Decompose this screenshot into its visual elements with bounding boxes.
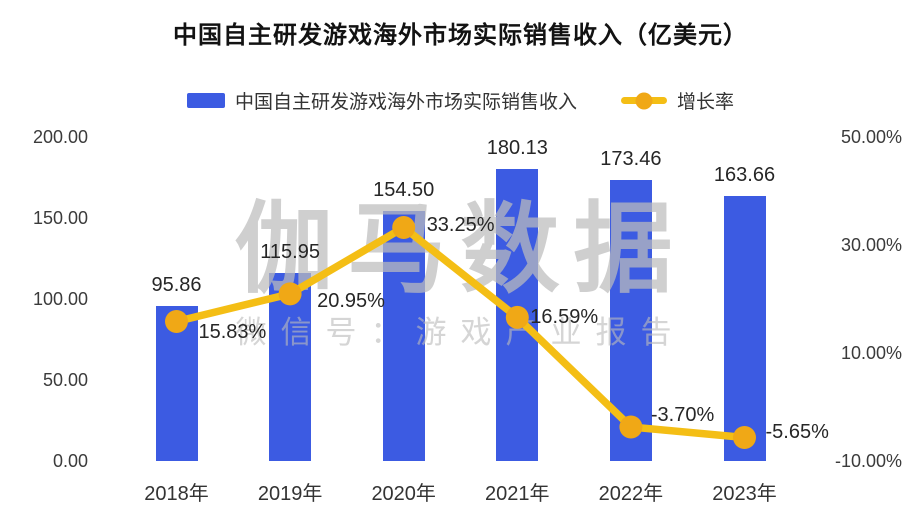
legend-revenue-label: 中国自主研发游戏海外市场实际销售收入 bbox=[234, 92, 577, 113]
bar-value-label: 173.46 bbox=[600, 147, 662, 170]
revenue-bar bbox=[723, 195, 766, 461]
revenue-bar bbox=[382, 210, 425, 461]
x-axis-label: 2021年 bbox=[485, 483, 550, 505]
bar-value-label: 163.66 bbox=[713, 163, 776, 186]
right-axis-tick: 30.00% bbox=[840, 235, 902, 255]
revenue-bar bbox=[155, 305, 198, 461]
growth-value-label: -3.70% bbox=[650, 403, 715, 426]
x-axis-label: 2019年 bbox=[257, 483, 323, 505]
growth-value-label: -5.65% bbox=[765, 420, 829, 443]
left-axis-tick: 0.00 bbox=[52, 451, 88, 471]
revenue-bar bbox=[609, 179, 652, 461]
legend-item-growth: 增长率 bbox=[621, 87, 734, 114]
legend: 中国自主研发游戏海外市场实际销售收入 增长率 bbox=[0, 87, 921, 114]
legend-line-swatch-icon bbox=[621, 92, 667, 109]
left-axis-tick: 200.00 bbox=[32, 127, 88, 147]
right-axis-tick: 10.00% bbox=[840, 343, 902, 363]
growth-value-label: 20.95% bbox=[317, 289, 385, 312]
bar-value-label: 115.95 bbox=[260, 241, 320, 264]
chart-title: 中国自主研发游戏海外市场实际销售收入（亿美元） bbox=[173, 22, 748, 49]
legend-item-revenue: 中国自主研发游戏海外市场实际销售收入 bbox=[186, 87, 577, 114]
x-axis-label: 2022年 bbox=[598, 483, 664, 505]
revenue-bar bbox=[269, 273, 312, 461]
x-axis-label: 2023年 bbox=[712, 483, 777, 505]
legend-growth-label: 增长率 bbox=[677, 92, 735, 113]
right-axis-tick: 50.00% bbox=[840, 127, 902, 147]
x-axis-label: 2018年 bbox=[144, 483, 209, 505]
legend-line-dot-icon bbox=[635, 92, 653, 109]
left-axis-tick: 150.00 bbox=[32, 208, 88, 228]
legend-bar-swatch-icon bbox=[186, 93, 225, 108]
bar-value-label: 95.86 bbox=[151, 273, 202, 296]
growth-value-label: 15.83% bbox=[198, 320, 267, 343]
right-axis-tick: -10.00% bbox=[834, 451, 902, 471]
left-axis-tick: 100.00 bbox=[32, 289, 88, 309]
bar-value-label: 180.13 bbox=[486, 137, 548, 160]
growth-value-label: 33.25% bbox=[426, 214, 495, 237]
bar-value-label: 154.50 bbox=[373, 178, 435, 201]
left-axis-tick: 50.00 bbox=[42, 370, 88, 390]
x-axis-label: 2020年 bbox=[371, 483, 436, 505]
growth-value-label: 16.59% bbox=[530, 306, 599, 329]
